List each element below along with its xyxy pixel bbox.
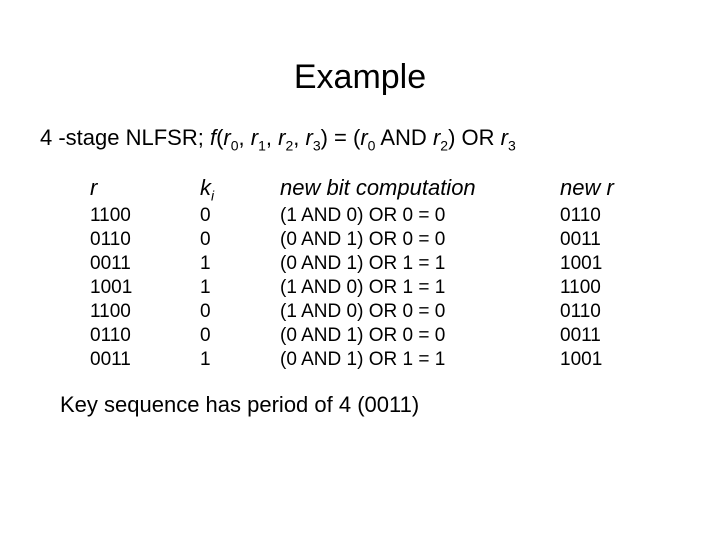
- cell-newr: 0011: [560, 324, 680, 348]
- cell-newr: 0110: [560, 204, 680, 228]
- table-row: 0110 0 (0 AND 1) OR 0 = 0 0011: [90, 324, 720, 348]
- cell-nbc: (1 AND 0) OR 0 = 0: [280, 300, 560, 324]
- cell-r: 1100: [90, 300, 200, 324]
- cell-newr: 1100: [560, 276, 680, 300]
- cell-r: 0110: [90, 228, 200, 252]
- cell-nbc: (0 AND 1) OR 1 = 1: [280, 252, 560, 276]
- cell-nbc: (1 AND 0) OR 1 = 1: [280, 276, 560, 300]
- slide: Example 4 -stage NLFSR; f(r0, r1, r2, r3…: [0, 58, 720, 540]
- cell-ki: 0: [200, 300, 280, 324]
- formula-line: 4 -stage NLFSR; f(r0, r1, r2, r3) = (r0 …: [40, 125, 720, 153]
- header-r: r: [90, 175, 200, 203]
- cell-nbc: (0 AND 1) OR 0 = 0: [280, 324, 560, 348]
- table-header-row: r ki new bit computation new r: [90, 175, 720, 203]
- cell-newr: 1001: [560, 252, 680, 276]
- formula-fn: f: [210, 125, 216, 150]
- cell-ki: 1: [200, 348, 280, 372]
- cell-newr: 0011: [560, 228, 680, 252]
- cell-ki: 1: [200, 252, 280, 276]
- header-newr: new r: [560, 175, 680, 203]
- cell-nbc: (1 AND 0) OR 0 = 0: [280, 204, 560, 228]
- table-row: 0110 0 (0 AND 1) OR 0 = 0 0011: [90, 228, 720, 252]
- cell-r: 0011: [90, 348, 200, 372]
- header-nbc: new bit computation: [280, 175, 560, 203]
- cell-ki: 1: [200, 276, 280, 300]
- cell-newr: 0110: [560, 300, 680, 324]
- table-row: 1100 0 (1 AND 0) OR 0 = 0 0110: [90, 300, 720, 324]
- computation-table: r ki new bit computation new r 1100 0 (1…: [90, 175, 720, 371]
- cell-ki: 0: [200, 324, 280, 348]
- cell-r: 1001: [90, 276, 200, 300]
- cell-nbc: (0 AND 1) OR 1 = 1: [280, 348, 560, 372]
- cell-ki: 0: [200, 204, 280, 228]
- cell-r: 1100: [90, 204, 200, 228]
- table-row: 1100 0 (1 AND 0) OR 0 = 0 0110: [90, 204, 720, 228]
- header-ki: ki: [200, 175, 280, 203]
- slide-title: Example: [0, 58, 720, 97]
- cell-nbc: (0 AND 1) OR 0 = 0: [280, 228, 560, 252]
- table-row: 1001 1 (1 AND 0) OR 1 = 1 1100: [90, 276, 720, 300]
- cell-ki: 0: [200, 228, 280, 252]
- period-note: Key sequence has period of 4 (0011): [60, 392, 720, 418]
- cell-r: 0110: [90, 324, 200, 348]
- table-row: 0011 1 (0 AND 1) OR 1 = 1 1001: [90, 348, 720, 372]
- cell-r: 0011: [90, 252, 200, 276]
- formula-prefix: 4 -stage NLFSR;: [40, 125, 210, 150]
- cell-newr: 1001: [560, 348, 680, 372]
- table-row: 0011 1 (0 AND 1) OR 1 = 1 1001: [90, 252, 720, 276]
